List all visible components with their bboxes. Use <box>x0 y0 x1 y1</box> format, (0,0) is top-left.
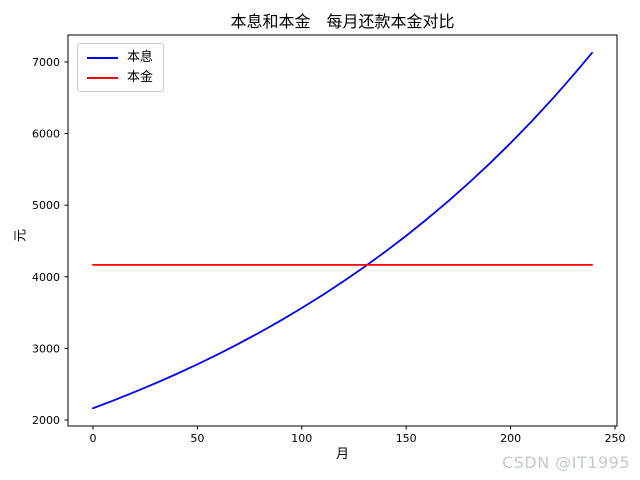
axes-frame <box>67 34 618 427</box>
x-tick-label: 100 <box>291 432 312 445</box>
y-tick-label: 6000 <box>32 128 60 141</box>
x-tick-label: 150 <box>396 432 417 445</box>
x-tick-label: 0 <box>89 432 96 445</box>
legend: 本息 本金 <box>77 43 165 92</box>
y-tick-label: 3000 <box>32 342 60 355</box>
chart-title: 本息和本金 每月还款本金对比 <box>230 12 455 31</box>
y-axis-label: 元 <box>13 229 29 243</box>
x-tick-label: 250 <box>605 432 626 445</box>
y-tick-label: 7000 <box>32 56 60 69</box>
y-tick-label: 5000 <box>32 199 60 212</box>
legend-label-benjin: 本金 <box>127 70 154 85</box>
legend-label-benxi: 本息 <box>127 50 154 65</box>
benxi-line-swatch <box>87 56 118 59</box>
legend-entry-benxi: 本息 <box>87 50 153 65</box>
y-tick-label: 2000 <box>32 414 60 427</box>
x-tick-label: 50 <box>190 432 204 445</box>
benjin-line-swatch <box>87 76 118 79</box>
y-tick-label: 4000 <box>32 271 60 284</box>
x-tick-label: 200 <box>500 432 521 445</box>
series-line-benxi <box>92 51 593 410</box>
watermark: CSDN @IT1995 <box>502 453 630 472</box>
x-axis-label: 月 <box>335 447 349 462</box>
legend-entry-benjin: 本金 <box>87 70 153 85</box>
